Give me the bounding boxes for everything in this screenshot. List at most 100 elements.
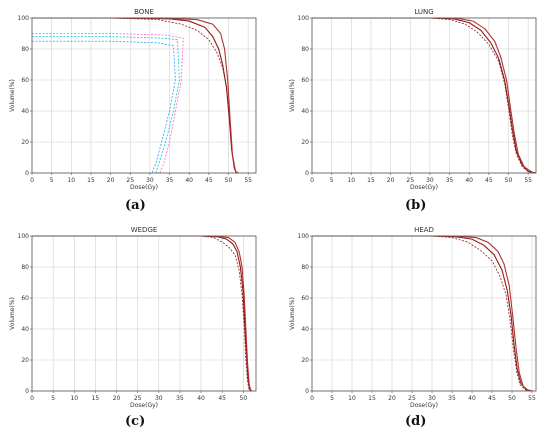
y-axis-label: Volume(%) [9, 79, 16, 112]
x-axis-label: Dose(Gy) [130, 184, 158, 191]
plot-area [32, 18, 256, 173]
chart-title: BONE [134, 8, 154, 16]
y-tick-label: 40 [301, 108, 309, 115]
x-tick-label: 35 [448, 395, 456, 402]
x-tick-label: 15 [92, 395, 100, 402]
y-tick-label: 0 [305, 388, 309, 395]
y-tick-label: 100 [18, 233, 30, 240]
axes-frame [311, 17, 537, 174]
x-tick-label: 50 [508, 395, 516, 402]
y-tick-label: 60 [301, 295, 309, 302]
series-line-4 [32, 40, 176, 174]
plot-area [32, 236, 256, 391]
y-tick-label: 100 [298, 233, 310, 240]
y-tick-label: 60 [21, 77, 29, 84]
x-tick-label: 5 [50, 177, 54, 184]
series-line-2 [312, 17, 537, 174]
chart-title: HEAD [414, 226, 434, 234]
x-tick-label: 30 [426, 177, 434, 184]
dvh-chart-lung: 0 5 10 15 20 25 30 35 40 45 50 55 0 20 40 60 80 100 LUNG Do… [289, 8, 537, 191]
x-tick-label: 25 [406, 177, 414, 184]
panel-lung: 0 5 10 15 20 25 30 35 40 45 50 55 0 20 40 60 80 100 LUNG Do… [280, 0, 550, 195]
y-axis-label: Volume(%) [289, 297, 296, 330]
x-tick-label: 5 [51, 395, 55, 402]
x-tick-label: 0 [310, 177, 314, 184]
x-tick-label: 5 [330, 177, 334, 184]
x-tick-label: 55 [528, 395, 536, 402]
y-tick-label: 80 [21, 264, 29, 271]
axes-frame [311, 235, 537, 392]
y-tick-label: 80 [21, 46, 29, 53]
y-tick-label: 40 [21, 326, 29, 333]
plot-area [312, 236, 536, 391]
x-tick-label: 20 [107, 177, 115, 184]
plot-area [312, 18, 536, 173]
x-axis-label: Dose(Gy) [130, 402, 158, 409]
axes-frame [31, 17, 257, 174]
x-tick-label: 15 [367, 177, 375, 184]
y-axis-label: Volume(%) [9, 297, 16, 330]
x-tick-label: 55 [244, 177, 252, 184]
y-tick-label: 60 [301, 77, 309, 84]
x-tick-label: 0 [30, 177, 34, 184]
y-tick-label: 0 [25, 170, 29, 177]
dvh-chart-wedge: 0 5 10 15 20 25 30 35 40 45 50 0 20 40 60 80 100 WEDGE Dos… [9, 226, 257, 409]
y-tick-label: 20 [21, 139, 29, 146]
dvh-chart-bone: 0 5 10 15 20 25 30 35 40 45 50 55 0 20 40 60 80 100 BONE Do… [9, 8, 257, 191]
y-tick-label: 40 [21, 108, 29, 115]
y-tick-label: 20 [301, 139, 309, 146]
caption-d: (d) [405, 414, 427, 429]
x-tick-label: 55 [524, 177, 532, 184]
x-tick-label: 30 [146, 177, 154, 184]
x-tick-label: 30 [155, 395, 163, 402]
x-tick-label: 25 [134, 395, 142, 402]
panel-wedge: 0 5 10 15 20 25 30 35 40 45 50 0 20 40 60 80 100 WEDGE Dos… [0, 218, 270, 413]
caption-c: (c) [125, 414, 146, 429]
y-tick-label: 20 [21, 357, 29, 364]
x-tick-label: 40 [468, 395, 476, 402]
x-tick-label: 40 [185, 177, 193, 184]
series-line-2 [312, 235, 533, 392]
y-tick-label: 100 [298, 15, 310, 22]
chart-title: WEDGE [131, 226, 158, 234]
x-tick-label: 15 [368, 395, 376, 402]
x-tick-label: 50 [505, 177, 513, 184]
series-line-1 [312, 17, 537, 174]
caption-b: (b) [405, 198, 427, 213]
y-tick-label: 20 [301, 357, 309, 364]
y-tick-label: 80 [301, 46, 309, 53]
x-axis-label: Dose(Gy) [410, 184, 438, 191]
chart-title: LUNG [414, 8, 433, 16]
series-line-5 [32, 33, 184, 174]
dvh-chart-head: 0 5 10 15 20 25 30 35 40 45 50 55 0 20 40 60 80 100 HEAD Do… [289, 226, 537, 409]
x-tick-label: 5 [330, 395, 334, 402]
x-tick-label: 40 [465, 177, 473, 184]
panel-head: 0 5 10 15 20 25 30 35 40 45 50 55 0 20 40 60 80 100 HEAD Do… [280, 218, 550, 413]
caption-a: (a) [125, 198, 146, 213]
x-tick-label: 0 [30, 395, 34, 402]
x-tick-label: 20 [113, 395, 121, 402]
series-line-0 [312, 17, 537, 174]
x-tick-label: 10 [67, 177, 75, 184]
panel-bone: 0 5 10 15 20 25 30 35 40 45 50 55 0 20 40 60 80 100 BONE Do… [0, 0, 270, 195]
x-tick-label: 15 [87, 177, 95, 184]
x-tick-label: 10 [348, 395, 356, 402]
x-tick-label: 50 [225, 177, 233, 184]
x-tick-label: 45 [488, 395, 496, 402]
x-tick-label: 50 [240, 395, 248, 402]
x-tick-label: 20 [388, 395, 396, 402]
x-tick-label: 25 [408, 395, 416, 402]
axes-frame [31, 235, 257, 392]
x-tick-label: 45 [485, 177, 493, 184]
y-tick-label: 40 [301, 326, 309, 333]
x-tick-label: 25 [126, 177, 134, 184]
series-line-3 [32, 36, 180, 174]
series-line-1 [312, 235, 533, 392]
y-tick-label: 0 [305, 170, 309, 177]
x-tick-label: 10 [70, 395, 78, 402]
x-tick-label: 45 [205, 177, 213, 184]
x-tick-label: 30 [428, 395, 436, 402]
x-tick-label: 20 [387, 177, 395, 184]
series-line-1 [32, 17, 239, 174]
x-tick-label: 35 [176, 395, 184, 402]
